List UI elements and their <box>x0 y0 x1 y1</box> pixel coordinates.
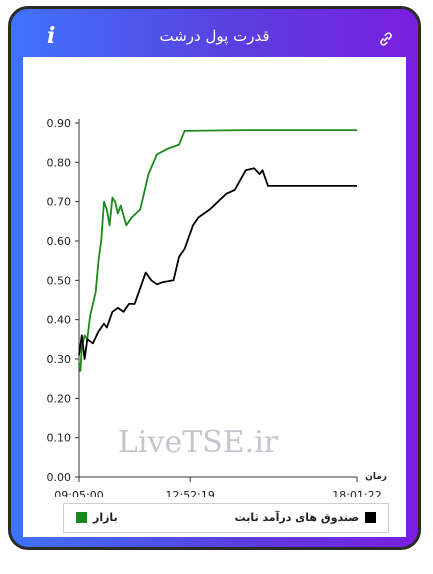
legend-item-market[interactable]: بازار <box>76 511 118 524</box>
legend-swatch-fixed-income <box>365 512 376 523</box>
legend-label-market: بازار <box>93 511 118 524</box>
card-header: i قدرت پول درشت <box>11 9 418 61</box>
x-tick-label: 18:01:22 <box>332 489 381 497</box>
y-tick-label: 0.30 <box>47 353 72 366</box>
chart-card: i قدرت پول درشت 0.00 0.10 0.20 0.30 0.40 0.50… <box>8 6 421 550</box>
watermark: LiveTSE.ir <box>118 425 279 460</box>
series-line-fixed-income <box>78 167 357 360</box>
y-tick-label: 0.10 <box>47 432 72 445</box>
card-title: قدرت پول درشت <box>159 27 270 45</box>
y-tick-label: 0.00 <box>47 471 72 484</box>
link-icon[interactable] <box>378 31 394 47</box>
y-tick-label: 0.60 <box>47 235 72 248</box>
x-tick-label: 09:05:00 <box>54 489 103 497</box>
chart-legend: بازار صندوق های درآمد ثابت <box>63 503 389 533</box>
y-tick-label: 0.40 <box>47 314 72 327</box>
y-tick-label: 0.50 <box>47 274 72 287</box>
series-line-market <box>78 129 357 372</box>
info-icon[interactable]: i <box>47 23 56 49</box>
y-tick-label: 0.80 <box>47 156 72 169</box>
x-tick-label: 12:52:19 <box>165 489 214 497</box>
y-tick-label: 0.90 <box>47 117 72 130</box>
legend-item-fixed-income[interactable]: صندوق های درآمد ثابت <box>235 511 376 524</box>
y-tick-label: 0.70 <box>47 196 72 209</box>
line-chart: 0.00 0.10 0.20 0.30 0.40 0.50 0.60 0.70 0.80 0.90… <box>47 117 388 497</box>
y-tick-label: 0.20 <box>47 392 72 405</box>
legend-label-fixed-income: صندوق های درآمد ثابت <box>234 511 359 524</box>
x-axis-label: زمان <box>365 472 387 482</box>
legend-swatch-market <box>76 512 87 523</box>
chart-panel: 0.00 0.10 0.20 0.30 0.40 0.50 0.60 0.70 0.80 0.90… <box>23 57 406 537</box>
